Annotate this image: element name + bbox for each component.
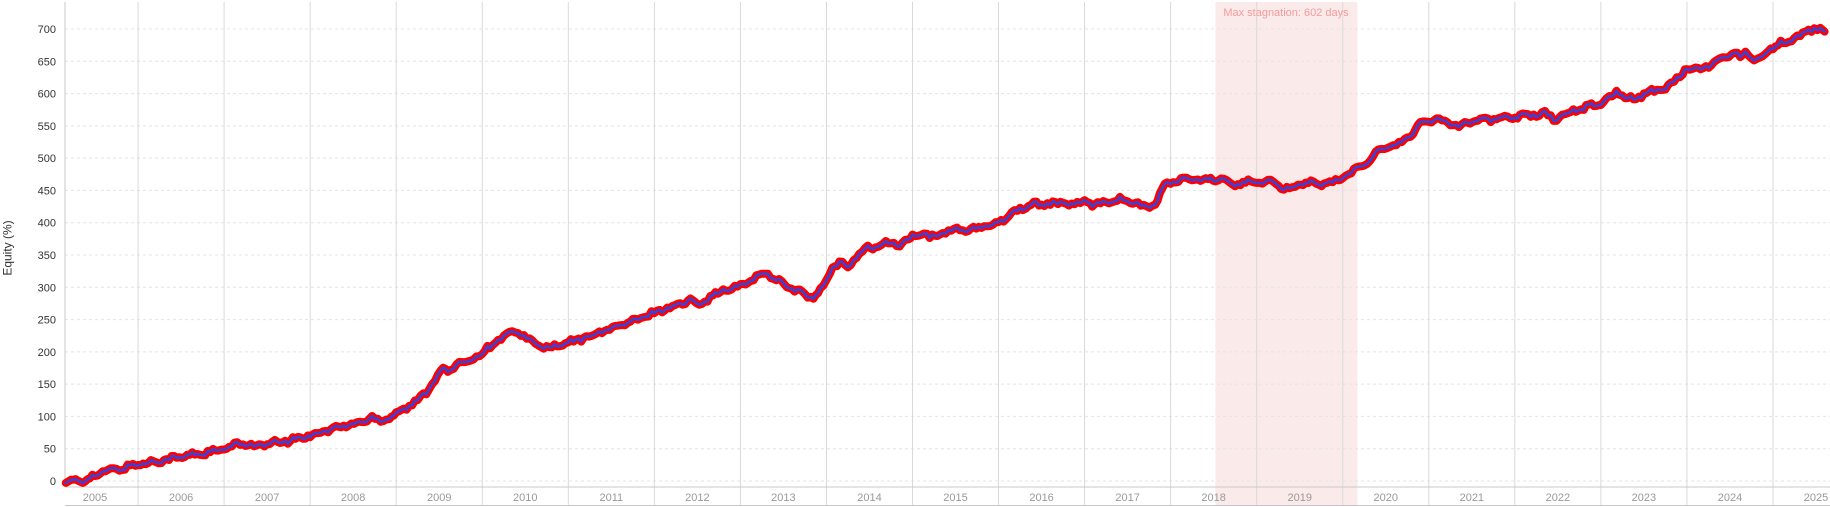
x-tick-label: 2023	[1632, 492, 1656, 504]
y-tick-label: 450	[38, 185, 56, 197]
y-tick-label: 0	[50, 476, 56, 488]
x-tick-label: 2006	[169, 492, 193, 504]
y-tick-label: 200	[38, 347, 56, 359]
x-tick-label: 2015	[943, 492, 967, 504]
x-tick-label: 2009	[427, 492, 451, 504]
x-tick-label: 2020	[1374, 492, 1398, 504]
x-tick-label: 2011	[599, 492, 623, 504]
y-tick-label: 350	[38, 250, 56, 262]
x-tick-label: 2022	[1546, 492, 1570, 504]
y-tick-label: 700	[38, 24, 56, 36]
x-tick-label: 2014	[857, 492, 881, 504]
y-tick-label: 500	[38, 153, 56, 165]
y-tick-label: 300	[38, 282, 56, 294]
x-tick-label: 2017	[1115, 492, 1139, 504]
y-tick-label: 400	[38, 218, 56, 230]
x-tick-label: 2005	[83, 492, 107, 504]
y-tick-label: 250	[38, 315, 56, 327]
x-tick-label: 2013	[771, 492, 795, 504]
equity-curve-inner	[64, 26, 1826, 485]
y-tick-label: 650	[38, 56, 56, 68]
x-tick-label: 2010	[513, 492, 537, 504]
x-tick-label: 2016	[1029, 492, 1053, 504]
x-tick-label: 2008	[341, 492, 365, 504]
stagnation-annotation: Max stagnation: 602 days	[1223, 7, 1349, 19]
y-tick-label: 50	[44, 444, 56, 456]
x-tick-label: 2025	[1804, 492, 1828, 504]
y-tick-label: 550	[38, 121, 56, 133]
x-tick-label: 2018	[1201, 492, 1225, 504]
stagnation-band	[1215, 2, 1358, 506]
y-tick-label: 100	[38, 411, 56, 423]
y-axis-title: Equity (%)	[0, 220, 15, 276]
x-tick-label: 2021	[1460, 492, 1484, 504]
x-tick-label: 2012	[685, 492, 709, 504]
x-tick-label: 2007	[255, 492, 279, 504]
y-tick-label: 150	[38, 379, 56, 391]
x-tick-label: 2019	[1287, 492, 1311, 504]
y-tick-label: 600	[38, 89, 56, 101]
x-tick-label: 2024	[1718, 492, 1742, 504]
